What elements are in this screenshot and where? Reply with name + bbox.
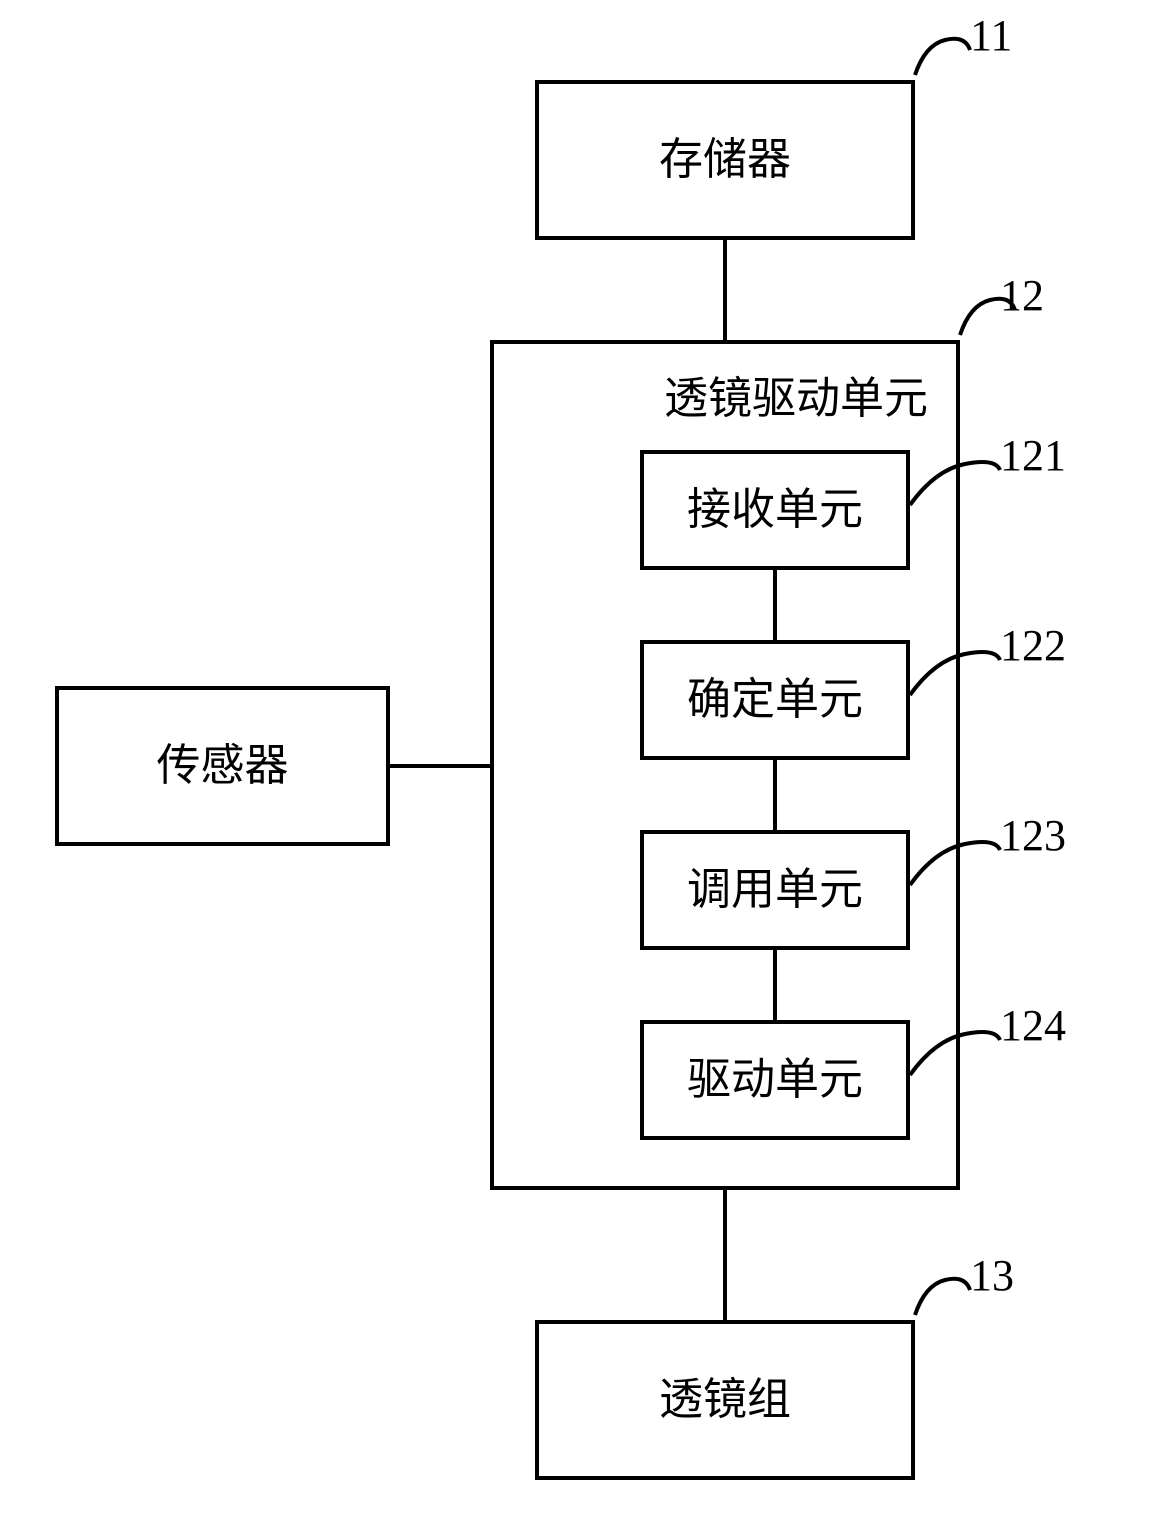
ref-122: 122 bbox=[1000, 620, 1066, 671]
node-lens-group-label: 透镜组 bbox=[659, 1374, 791, 1427]
node-determine-label: 确定单元 bbox=[687, 674, 863, 727]
node-invoke-label: 调用单元 bbox=[687, 864, 863, 917]
node-sensor: 传感器 bbox=[55, 686, 390, 846]
ref-123: 123 bbox=[1000, 810, 1066, 861]
node-drive: 驱动单元 bbox=[640, 1020, 910, 1140]
node-driver-unit-title: 透镜驱动单元 bbox=[664, 362, 928, 426]
ref-12: 12 bbox=[1000, 270, 1044, 321]
node-sensor-label: 传感器 bbox=[157, 740, 289, 793]
ref-121: 121 bbox=[1000, 430, 1066, 481]
leader-13 bbox=[915, 1279, 970, 1315]
ref-11: 11 bbox=[970, 10, 1012, 61]
leader-11 bbox=[915, 39, 970, 75]
node-drive-label: 驱动单元 bbox=[687, 1054, 863, 1107]
node-receive: 接收单元 bbox=[640, 450, 910, 570]
node-memory-label: 存储器 bbox=[659, 134, 791, 187]
node-determine: 确定单元 bbox=[640, 640, 910, 760]
node-memory: 存储器 bbox=[535, 80, 915, 240]
node-receive-label: 接收单元 bbox=[687, 484, 863, 537]
ref-124: 124 bbox=[1000, 1000, 1066, 1051]
ref-13: 13 bbox=[970, 1250, 1014, 1301]
diagram-canvas: 传感器 存储器 透镜驱动单元 接收单元 确定单元 调用单元 驱动单元 透镜组 1… bbox=[0, 0, 1167, 1535]
node-invoke: 调用单元 bbox=[640, 830, 910, 950]
node-lens-group: 透镜组 bbox=[535, 1320, 915, 1480]
